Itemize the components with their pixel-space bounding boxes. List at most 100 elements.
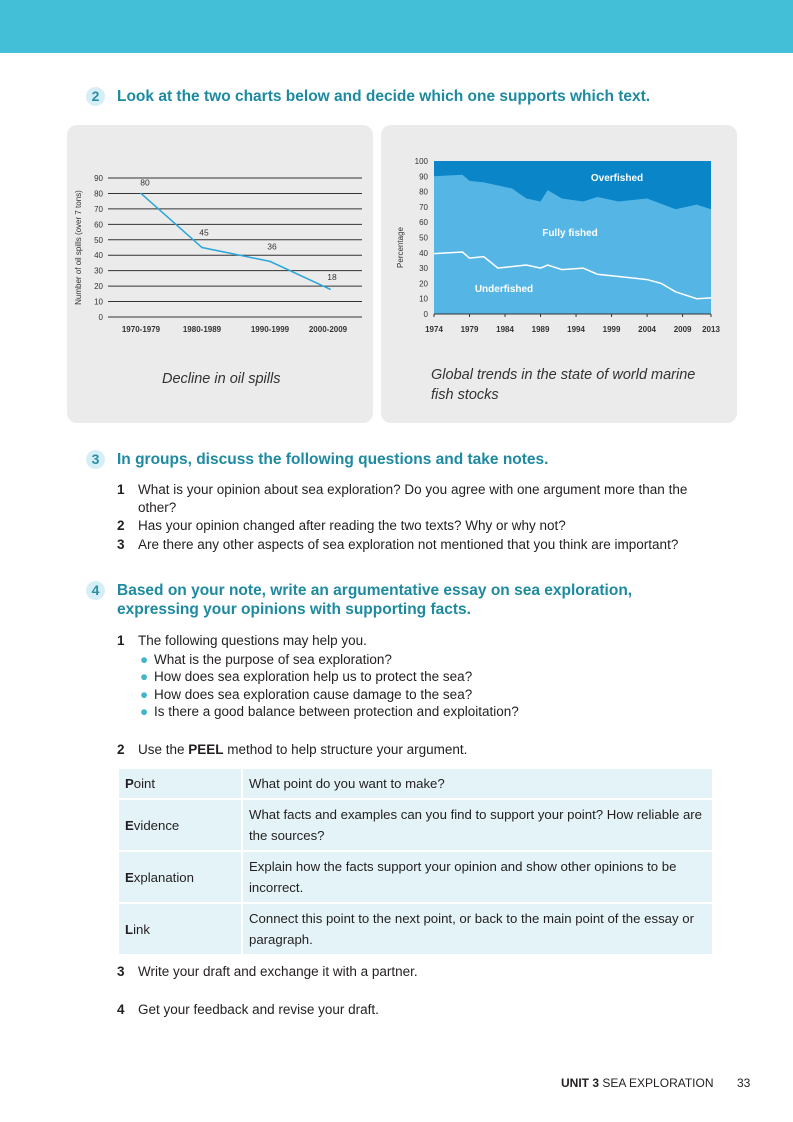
x-tick-label: 2000-2009 bbox=[309, 325, 348, 334]
bullet-item: ● What is the purpose of sea exploration? bbox=[117, 651, 717, 669]
term-rest: oint bbox=[133, 776, 156, 791]
data-label: 18 bbox=[327, 272, 337, 282]
item-number: 3 bbox=[117, 964, 125, 979]
initial: L bbox=[125, 921, 134, 937]
exercise-number: 4 bbox=[86, 581, 105, 600]
item-number: 2 bbox=[117, 742, 125, 757]
caption-line: fish stocks bbox=[431, 387, 499, 403]
initial: P bbox=[125, 776, 134, 791]
item-row: 2 Use the PEEL method to help structure y… bbox=[117, 741, 467, 759]
initial: E bbox=[125, 817, 134, 833]
item-text: method to help structure your argument. bbox=[223, 742, 468, 757]
y-tick-label: 30 bbox=[419, 264, 428, 273]
peel-term: PEEL bbox=[188, 742, 224, 757]
x-tick-label: 1989 bbox=[532, 325, 550, 334]
list-item: 4 Get your feedback and revise your draft… bbox=[117, 1001, 379, 1020]
data-point bbox=[140, 192, 142, 195]
y-tick-label: 10 bbox=[94, 298, 103, 307]
peel-desc-cell: What facts and examples can you find to … bbox=[241, 798, 714, 852]
item-text: Use the bbox=[138, 742, 189, 757]
item-text: Get your feedback and revise your draft. bbox=[138, 1002, 379, 1017]
discussion-questions: 1 What is your opinion about sea explorat… bbox=[117, 481, 717, 554]
list-item: 2 Use the PEEL method to help structure y… bbox=[117, 741, 467, 760]
y-tick-label: 40 bbox=[94, 251, 103, 260]
bullet-dot-icon: ● bbox=[140, 651, 149, 667]
x-tick-label: 1999 bbox=[603, 325, 621, 334]
x-tick-label: 1970-1979 bbox=[122, 325, 161, 334]
peel-term-cell: Point bbox=[117, 767, 243, 800]
item-row: 4 Get your feedback and revise your draft… bbox=[117, 1001, 379, 1019]
peel-desc-cell: Explain how the facts support your opini… bbox=[241, 850, 714, 904]
data-point bbox=[269, 260, 271, 263]
item-number: 1 bbox=[117, 482, 125, 497]
item-text: What is your opinion about sea explorati… bbox=[138, 482, 688, 515]
item-text: The following questions may help you. bbox=[138, 633, 367, 648]
bullet-dot-icon: ● bbox=[140, 704, 149, 719]
y-axis-label: Percentage bbox=[396, 226, 405, 267]
bullet-text: How does sea exploration help us to prot… bbox=[154, 669, 473, 684]
item-number: 4 bbox=[117, 1002, 125, 1017]
term-rest: ink bbox=[133, 921, 150, 937]
y-tick-label: 70 bbox=[94, 205, 103, 214]
page-number: 33 bbox=[737, 1076, 751, 1090]
peel-term-cell: Evidence bbox=[117, 798, 243, 852]
data-point bbox=[329, 288, 331, 290]
bullet-item: ● Is there a good balance between protect… bbox=[117, 703, 717, 721]
y-tick-label: 90 bbox=[94, 174, 103, 183]
term-rest: vidence bbox=[133, 817, 180, 833]
y-tick-label: 70 bbox=[419, 203, 428, 212]
item-number: 3 bbox=[117, 536, 125, 552]
y-tick-label: 100 bbox=[415, 157, 429, 166]
peel-term-cell: Link bbox=[117, 902, 243, 956]
list-item: 3 Write your draft and exchange it with a… bbox=[117, 963, 418, 982]
bullet-item: ● How does sea exploration cause damage t… bbox=[117, 686, 717, 704]
x-tick-label: 1984 bbox=[496, 325, 514, 334]
x-tick-label: 2009 bbox=[674, 325, 692, 334]
bullet-dot-icon: ● bbox=[140, 669, 149, 684]
chart-caption: Decline in oil spills bbox=[162, 371, 281, 387]
item-text: Are there any other aspects of sea explo… bbox=[138, 536, 679, 552]
y-tick-label: 20 bbox=[94, 282, 103, 291]
y-tick-label: 60 bbox=[94, 220, 103, 229]
x-tick-label: 1974 bbox=[425, 325, 443, 334]
table-row: Point What point do you want to make? bbox=[117, 767, 714, 800]
exercise-title: In groups, discuss the following questio… bbox=[117, 451, 549, 468]
oil-spills-chart-panel: 0 10 20 30 40 50 60 70 80 90 80 1970-1979 45 1980-198… bbox=[67, 125, 373, 423]
fish-stocks-chart-panel: 0 10 20 30 40 50 60 70 80 90 100 1974 1979 1984 1989 19… bbox=[381, 125, 737, 423]
series-label-overfished: Overfished bbox=[591, 173, 643, 184]
table-row: Evidence What facts and examples can you … bbox=[117, 798, 714, 852]
y-tick-label: 0 bbox=[99, 313, 104, 322]
data-label: 45 bbox=[199, 228, 209, 238]
oil-spills-chart: 0 10 20 30 40 50 60 70 80 90 80 1970-1979 45 1980-198… bbox=[74, 174, 362, 334]
data-label: 36 bbox=[267, 241, 277, 251]
page-footer: UNIT 3 SEA EXPLORATION 33 bbox=[561, 1076, 750, 1090]
table-row: Link Connect this point to the next point… bbox=[117, 902, 714, 956]
list-item: 2 Has your opinion changed after reading … bbox=[117, 517, 717, 535]
y-tick-label: 80 bbox=[94, 189, 103, 198]
bullet-text: How does sea exploration cause damage to… bbox=[154, 686, 473, 702]
underfished-boundary-line bbox=[433, 251, 712, 300]
essay-steps: 1 The following questions may help you. ●… bbox=[117, 632, 717, 721]
item-number: 1 bbox=[117, 633, 125, 648]
y-tick-label: 60 bbox=[419, 218, 428, 227]
initial: E bbox=[125, 869, 134, 885]
exercise-number: 2 bbox=[86, 87, 105, 106]
y-tick-label: 40 bbox=[419, 249, 428, 258]
bullet-item: ● How does sea exploration help us to pro… bbox=[117, 668, 717, 686]
x-tick-label: 1980-1989 bbox=[183, 325, 222, 334]
peel-table: Point What point do you want to make? Evi… bbox=[117, 767, 714, 956]
y-tick-label: 0 bbox=[424, 310, 429, 319]
bullet-text: Is there a good balance between protecti… bbox=[154, 704, 519, 719]
list-item: 1 The following questions may help you. bbox=[117, 632, 717, 650]
x-tick-label: 2004 bbox=[638, 325, 656, 334]
item-text: Has your opinion changed after reading t… bbox=[138, 518, 566, 533]
header-band bbox=[0, 0, 793, 53]
fish-stocks-chart: 0 10 20 30 40 50 60 70 80 90 100 1974 1979 1984 1989 19… bbox=[396, 157, 720, 334]
x-tick-label: 2013 bbox=[702, 325, 720, 334]
x-tick-label: 1979 bbox=[461, 325, 479, 334]
y-tick-label: 90 bbox=[419, 172, 428, 181]
list-item: 1 What is your opinion about sea explorat… bbox=[117, 481, 717, 516]
term-rest: xplanation bbox=[133, 869, 194, 885]
data-label: 80 bbox=[140, 177, 150, 187]
